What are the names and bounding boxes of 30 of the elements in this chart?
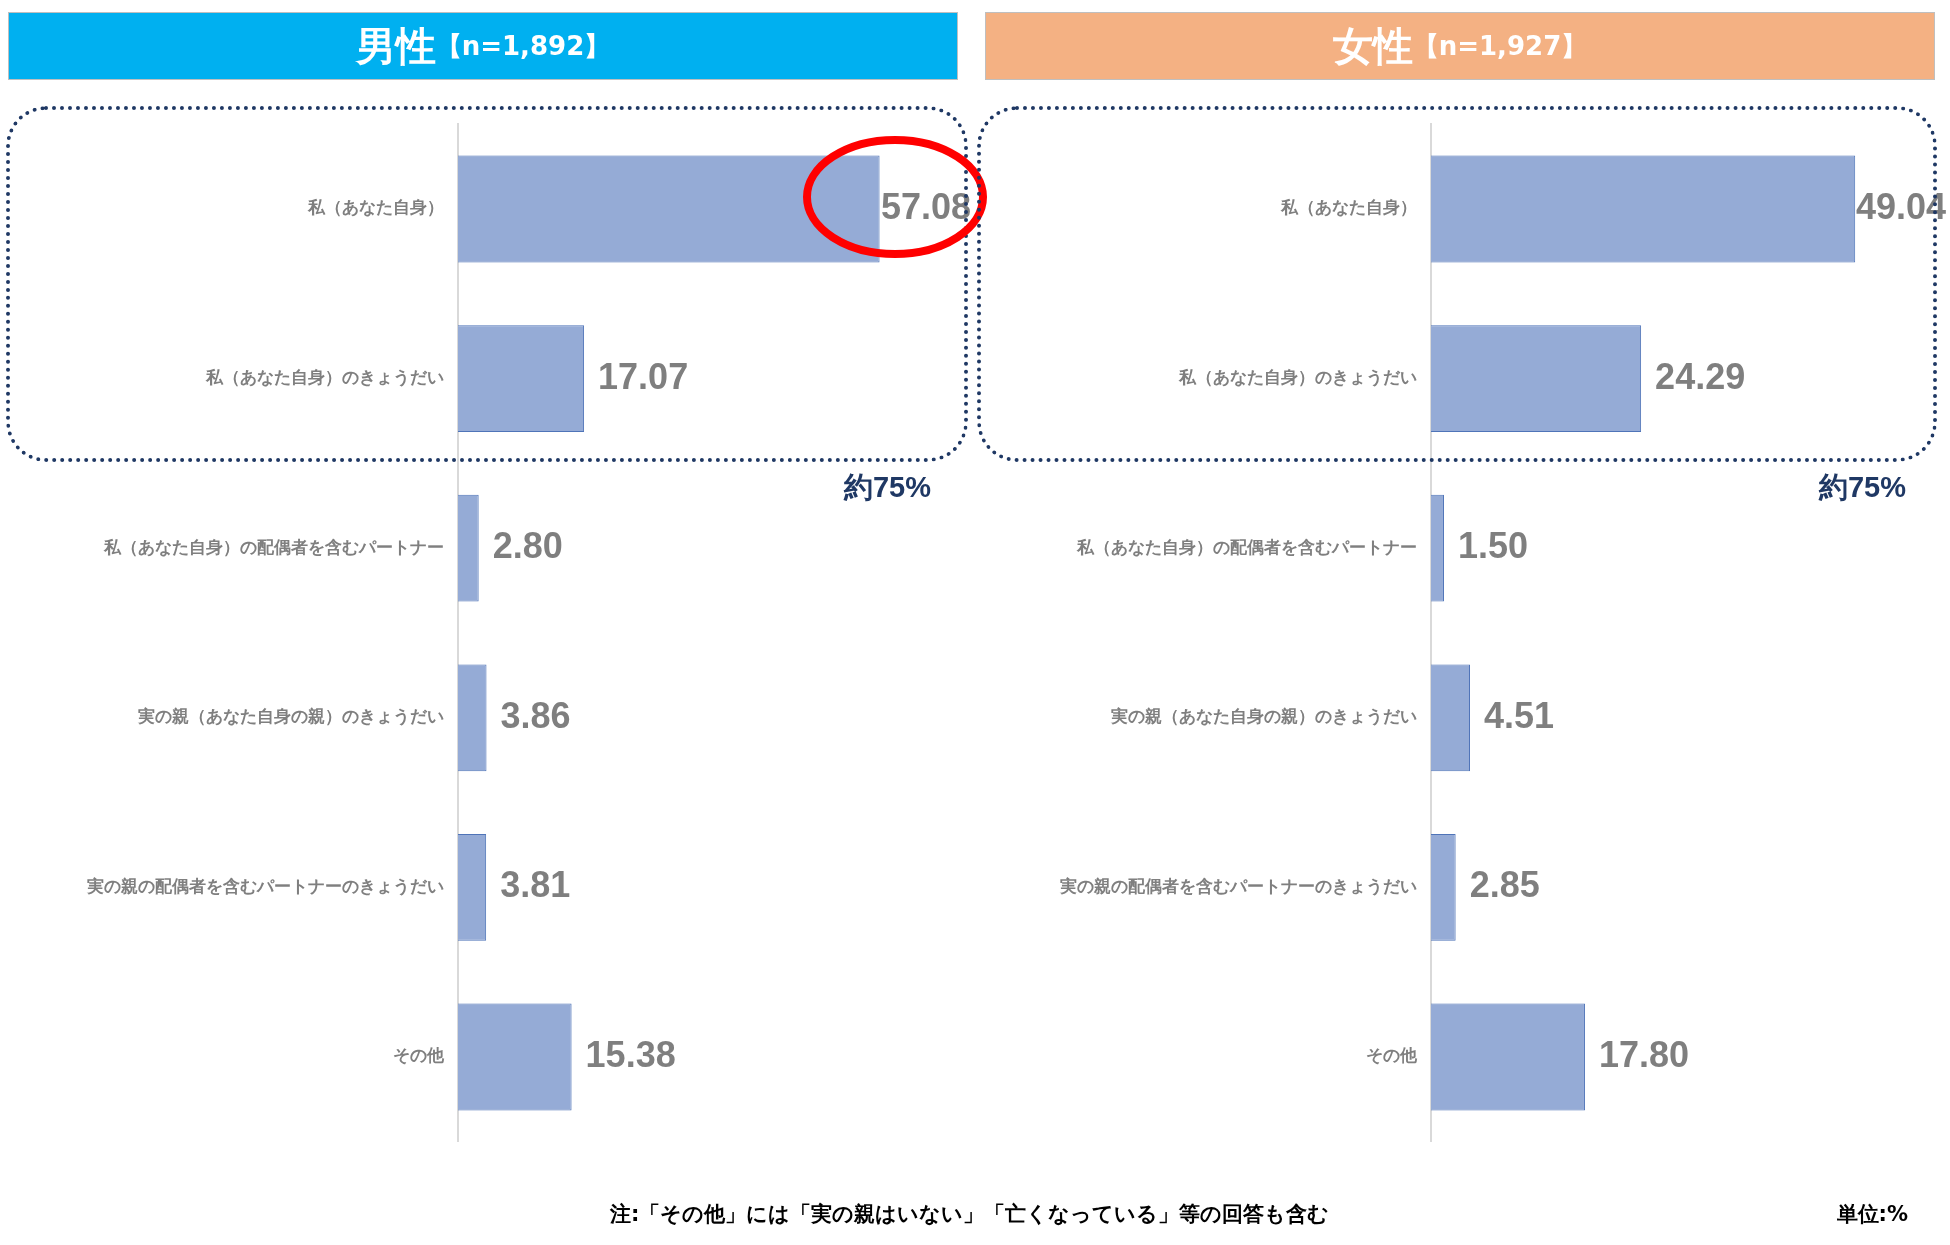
data-label: 2.85 [1469,864,1540,906]
data-label: 57.08 [880,185,972,227]
data-label: 3.81 [500,864,571,906]
y-tick-label: 実の親（あなた自身の親）のきょうだい [137,706,444,727]
y-tick-label: 私（あなた自身）の配偶者を含むパートナー [1076,536,1417,557]
y-tick-label: 私（あなた自身） [1280,197,1417,218]
data-label: 15.38 [585,1033,676,1075]
data-label: 1.50 [1457,525,1529,567]
chart-title: 男性【n=1,892】 [355,21,611,71]
data-label: 2.80 [492,525,563,567]
chart-title: 女性【n=1,927】 [1332,21,1588,71]
data-label: 17.07 [598,355,689,397]
y-tick-label: その他 [393,1045,445,1066]
y-tick-label: 実の親の配偶者を含むパートナーのきょうだい [86,875,444,896]
y-tick-label: その他 [1366,1045,1418,1066]
data-label: 24.29 [1655,355,1746,397]
y-tick-label: 私（あなた自身）のきょうだい [1178,367,1417,388]
y-tick-label: 実の親（あなた自身の親）のきょうだい [1110,706,1417,727]
data-label: 17.80 [1598,1033,1690,1075]
y-tick-label: 私（あなた自身）の配偶者を含むパートナー [103,536,444,557]
y-tick-label: 私（あなた自身）のきょうだい [205,367,444,388]
y-tick-label: 実の親の配偶者を含むパートナーのきょうだい [1059,875,1417,896]
data-label: 4.51 [1484,694,1555,736]
y-tick-label: 私（あなた自身） [307,197,444,218]
data-label: 3.86 [500,694,571,736]
data-label: 49.04 [1855,185,1947,227]
annotation: 約75% [1818,470,1906,505]
text: 単位:% [1836,1201,1908,1228]
annotation: 約75% [843,470,931,505]
text: 注:「その他」には「実の親はいない」「亡くなっている」等の回答も含む [610,1201,1330,1228]
